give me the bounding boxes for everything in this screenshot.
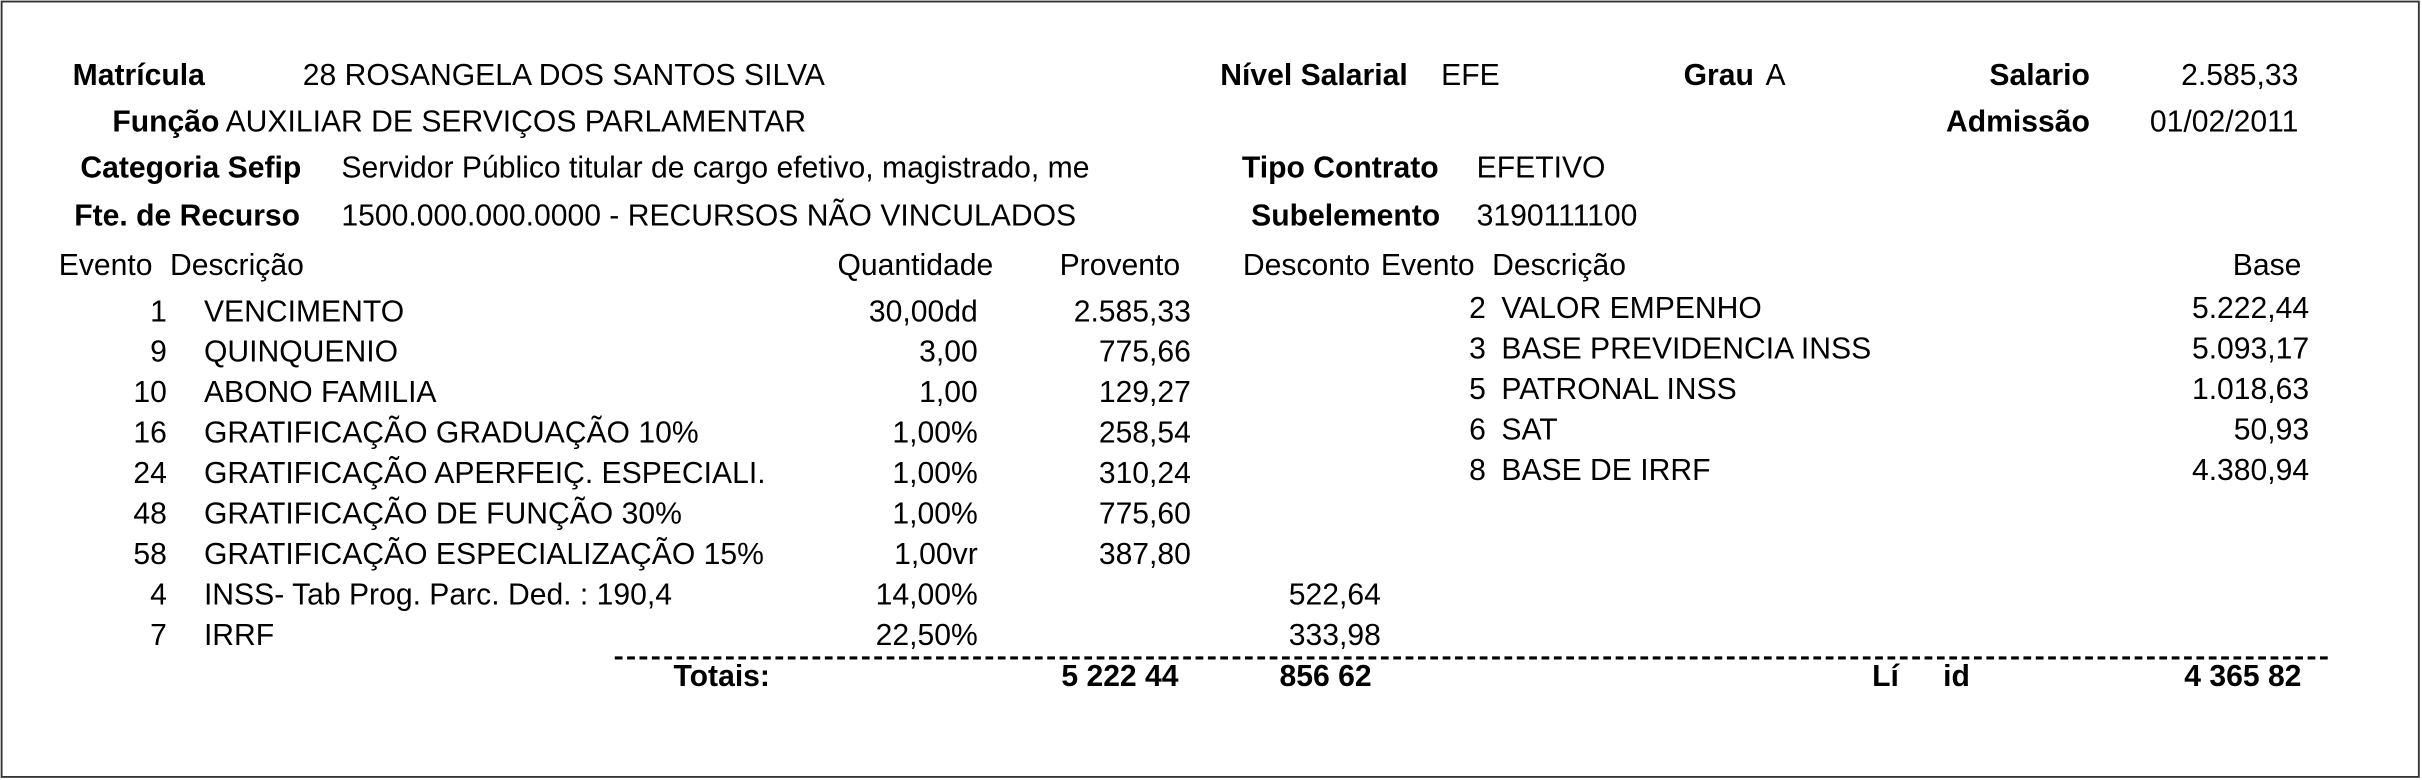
- quantidade: 1,00: [919, 376, 978, 409]
- value: A: [1765, 59, 1786, 92]
- label: Categoria Sefip: [80, 152, 301, 185]
- label: Tipo Contrato: [1242, 152, 1439, 185]
- total-descontos: 856 62: [1280, 660, 1372, 693]
- provento: 775,60: [1099, 498, 1191, 531]
- evento: 24: [133, 457, 167, 490]
- value: EFE: [1441, 59, 1500, 92]
- descricao: ABONO FAMILIA: [204, 376, 437, 409]
- descricao: GRATIFICAÇÃO DE FUNÇÃO 30%: [204, 497, 682, 531]
- quantidade: 1,00%: [892, 457, 977, 490]
- base: 4.380,94: [2192, 454, 2309, 487]
- provento: 310,24: [1099, 457, 1191, 490]
- descricao: QUINQUENIO: [204, 336, 398, 369]
- label: Grau: [1684, 59, 1754, 92]
- base: 5.093,17: [2192, 333, 2309, 366]
- column-header: Descrição: [1492, 249, 1626, 282]
- quantidade: 30,00dd: [869, 295, 978, 328]
- quantidade: 14,00%: [876, 579, 978, 612]
- base: 50,93: [2234, 414, 2309, 447]
- label: Função: [112, 105, 219, 138]
- evento: 8: [1469, 454, 1486, 487]
- value: 1500.000.000.0000 - RECURSOS NÃO VINCULA…: [341, 199, 1076, 233]
- label: Subelemento: [1251, 200, 1440, 233]
- evento: 1: [150, 295, 167, 328]
- base: 1.018,63: [2192, 373, 2309, 406]
- quantidade: 22,50%: [876, 619, 978, 652]
- evento: 16: [133, 417, 167, 450]
- provento: 258,54: [1099, 417, 1191, 450]
- desconto: 522,64: [1289, 579, 1381, 612]
- descricao: INSS- Tab Prog. Parc. Ded. : 190,4: [204, 579, 672, 612]
- descricao: PATRONAL INSS: [1501, 373, 1736, 406]
- column-header: Desconto: [1243, 249, 1370, 282]
- descricao: IRRF: [204, 619, 274, 652]
- column-header: Base: [2233, 249, 2302, 282]
- column-header: Provento: [1060, 249, 1181, 282]
- column-header: Evento: [59, 249, 153, 282]
- evento: 10: [133, 376, 167, 409]
- provento: 387,80: [1099, 538, 1191, 571]
- evento: 58: [133, 538, 167, 571]
- quantidade: 1,00%: [892, 498, 977, 531]
- value: AUXILIAR DE SERVIÇOS PARLAMENTAR: [226, 105, 807, 138]
- descricao: BASE DE IRRF: [1501, 454, 1710, 487]
- label: Nível Salarial: [1220, 59, 1407, 92]
- liquido-label: id: [1943, 660, 1970, 693]
- column-header: Descrição: [170, 249, 304, 282]
- provento: 2.585,33: [1074, 295, 1191, 328]
- base: 5.222,44: [2192, 292, 2309, 325]
- descricao: VALOR EMPENHO: [1501, 292, 1761, 325]
- label: Matrícula: [73, 59, 205, 92]
- label: Salario: [1989, 59, 2089, 92]
- descricao: GRATIFICAÇÃO GRADUAÇÃO 10%: [204, 416, 699, 450]
- label: Fte. de Recurso: [74, 200, 300, 233]
- value: 2.585,33: [2181, 59, 2298, 92]
- value: Servidor Público titular de cargo efetiv…: [341, 152, 1089, 185]
- liquido-label: Lí: [1872, 660, 1900, 693]
- evento: 2: [1469, 292, 1486, 325]
- provento: 129,27: [1099, 376, 1191, 409]
- descricao: GRATIFICAÇÃO ESPECIALIZAÇÃO 15%: [204, 537, 764, 571]
- descricao: SAT: [1501, 414, 1557, 447]
- evento: 7: [150, 619, 167, 652]
- table-body: 1 VENCIMENTO 30,00dd 2.585,33 9 QUINQUENIO 3,0…: [133, 292, 2309, 652]
- quantidade: 1,00%: [892, 417, 977, 450]
- quantidade: 3,00: [919, 336, 978, 369]
- column-headers: Evento Descrição Quantidade Provento Descont…: [59, 249, 2302, 282]
- descricao: BASE PREVIDENCIA INSS: [1501, 333, 1871, 366]
- quantidade: 1,00vr: [894, 538, 978, 571]
- evento: 48: [133, 498, 167, 531]
- evento: 4: [150, 579, 167, 612]
- provento: 775,66: [1099, 336, 1191, 369]
- evento: 5: [1469, 373, 1486, 406]
- label: Admissão: [1946, 105, 2090, 138]
- evento: 6: [1469, 414, 1486, 447]
- totals: Totais: 5 222 44 856 62 Lí id 4 365 82: [673, 660, 2301, 693]
- header: Matrícula 28 ROSANGELA DOS SANTOS SILVA …: [73, 59, 2299, 233]
- desconto: 333,98: [1289, 619, 1381, 652]
- evento: 3: [1469, 333, 1486, 366]
- totals-label: Totais:: [673, 660, 769, 693]
- value: 3190111100: [1477, 200, 1638, 233]
- column-header: Evento: [1381, 249, 1475, 282]
- value: EFETIVO: [1477, 152, 1606, 185]
- value: 28 ROSANGELA DOS SANTOS SILVA: [303, 59, 826, 92]
- total-liquido: 4 365 82: [2184, 660, 2301, 693]
- descricao: VENCIMENTO: [204, 295, 404, 328]
- descricao: GRATIFICAÇÃO APERFEIÇ. ESPECIALI.: [204, 456, 766, 490]
- evento: 9: [150, 336, 167, 369]
- column-header: Quantidade: [838, 249, 994, 282]
- value: 01/02/2011: [2150, 105, 2298, 138]
- total-proventos: 5 222 44: [1061, 660, 1178, 693]
